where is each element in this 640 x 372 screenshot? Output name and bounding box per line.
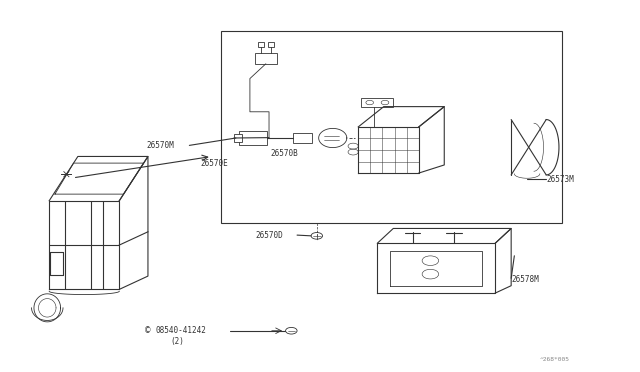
Text: ©: © [144, 326, 152, 335]
Bar [221, 31, 562, 223]
Bar [257, 42, 264, 47]
Bar [292, 133, 312, 143]
Bar [268, 42, 274, 47]
Text: ^268*005: ^268*005 [540, 357, 570, 362]
Bar [239, 131, 267, 145]
Text: 26570B: 26570B [270, 149, 298, 158]
Text: 08540-41242: 08540-41242 [156, 326, 207, 335]
Bar [234, 134, 242, 142]
Text: 26570M: 26570M [147, 141, 175, 150]
Text: (2): (2) [170, 337, 184, 346]
Bar [362, 99, 394, 107]
Bar [255, 54, 277, 64]
Text: 26570D: 26570D [255, 231, 283, 240]
Text: 26570E: 26570E [201, 159, 228, 169]
Text: 26578M: 26578M [511, 275, 539, 283]
Text: 26573M: 26573M [547, 175, 575, 184]
